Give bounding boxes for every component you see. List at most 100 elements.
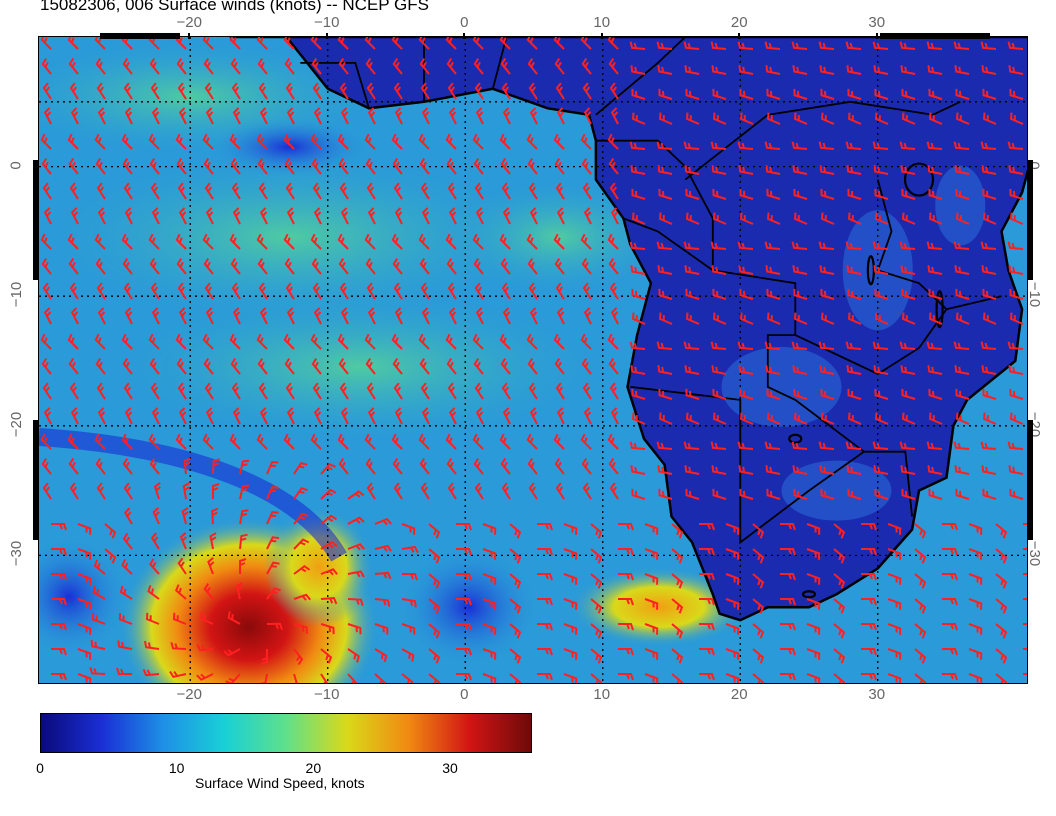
wind-barb [501, 82, 511, 100]
wind-barb [364, 433, 376, 450]
wind-barb [482, 648, 497, 660]
wind-barb [820, 312, 835, 325]
wind-barb [537, 573, 553, 581]
wind-barb [582, 82, 592, 100]
wind-barb [340, 207, 349, 225]
wind-barb [500, 158, 511, 175]
wind-barb [182, 482, 190, 500]
wind-barb [630, 165, 646, 175]
lake-outline [903, 162, 935, 197]
wind-barb [738, 365, 754, 375]
wind-barb [671, 548, 684, 564]
wind-barb [537, 648, 553, 656]
wind-barb [94, 333, 106, 350]
wind-barb [196, 644, 214, 652]
wind-barb [982, 88, 997, 100]
wind-barb [258, 673, 268, 683]
wind-barb [123, 182, 133, 200]
wind-barb [846, 365, 862, 375]
wind-barb [529, 407, 538, 425]
wind-barb [914, 523, 927, 539]
wind-barb [121, 233, 133, 250]
wind-barb [793, 188, 808, 200]
wind-barb [699, 673, 715, 681]
wind-barb [499, 37, 511, 50]
wind-barb [204, 282, 214, 300]
wind-barb [312, 182, 322, 200]
wind-barb [394, 407, 403, 425]
wind-barb [337, 133, 349, 150]
wind-barb [847, 388, 862, 400]
wind-barb [501, 482, 511, 500]
wind-barb [148, 433, 160, 450]
wind-barb [421, 207, 430, 225]
wind-barb [833, 648, 846, 664]
wind-barb [980, 141, 997, 150]
wind-barb [394, 207, 403, 225]
wind-barb [291, 673, 299, 683]
wind-barb [630, 65, 646, 75]
wind-barb [90, 639, 106, 650]
wind-barb [284, 158, 295, 175]
wind-barb [818, 441, 835, 450]
wind-barb [401, 673, 414, 683]
wind-band [39, 147, 549, 327]
wind-barb [374, 544, 392, 552]
bottom-tick-label: 10 [593, 686, 611, 703]
wind-barb [420, 182, 430, 200]
wind-barb [1009, 288, 1024, 300]
wind-barb [338, 258, 349, 275]
wind-barb [980, 341, 997, 350]
wind-barb [861, 523, 877, 531]
wind-barb [526, 233, 538, 250]
wind-barb [230, 358, 241, 375]
wind-barb [456, 573, 472, 581]
wind-barb [364, 333, 376, 350]
wind-barb [366, 82, 376, 100]
wind-barb [780, 648, 796, 656]
wind-barb [204, 382, 214, 400]
wind-barb [766, 188, 781, 200]
wind-barb [259, 107, 268, 125]
wind-barb [630, 465, 646, 475]
wind-barb [711, 265, 727, 275]
wind-barb [900, 465, 916, 475]
wind-barb [657, 265, 673, 275]
wind-barb [391, 37, 403, 50]
wind-barb [528, 282, 538, 300]
wind-barb [122, 358, 133, 375]
wind-barb [367, 207, 376, 225]
wind-barb [846, 465, 862, 475]
wind-barb [40, 37, 52, 50]
wind-barb [553, 333, 565, 350]
wind-barb [766, 288, 781, 300]
wind-barb [445, 133, 457, 150]
wind-barb [847, 412, 862, 425]
wind-barb [725, 523, 740, 535]
wind-barb [527, 458, 538, 475]
wind-barb [1007, 441, 1024, 450]
wind-barb [1009, 212, 1024, 225]
wind-barb [151, 307, 160, 325]
wind-barb [610, 307, 619, 325]
wind-map [38, 36, 1028, 684]
wind-barb [995, 523, 1008, 539]
wind-barb [337, 433, 349, 450]
wind-barb [631, 212, 646, 225]
wind-barb [391, 133, 403, 150]
highland-winds [721, 346, 842, 427]
wind-barb [553, 133, 565, 150]
wind-barb [610, 207, 619, 225]
wind-barb [391, 433, 403, 450]
wind-barb [421, 107, 430, 125]
wind-barb [258, 282, 268, 300]
wind-barb [51, 623, 67, 631]
wind-barb [419, 358, 430, 375]
wind-barb [231, 182, 241, 200]
wind-barb [447, 282, 457, 300]
wind-barb [861, 623, 877, 631]
wind-barb [644, 648, 659, 660]
wind-barb [658, 388, 673, 400]
wind-barb [926, 241, 943, 250]
wind-barb [658, 88, 673, 100]
